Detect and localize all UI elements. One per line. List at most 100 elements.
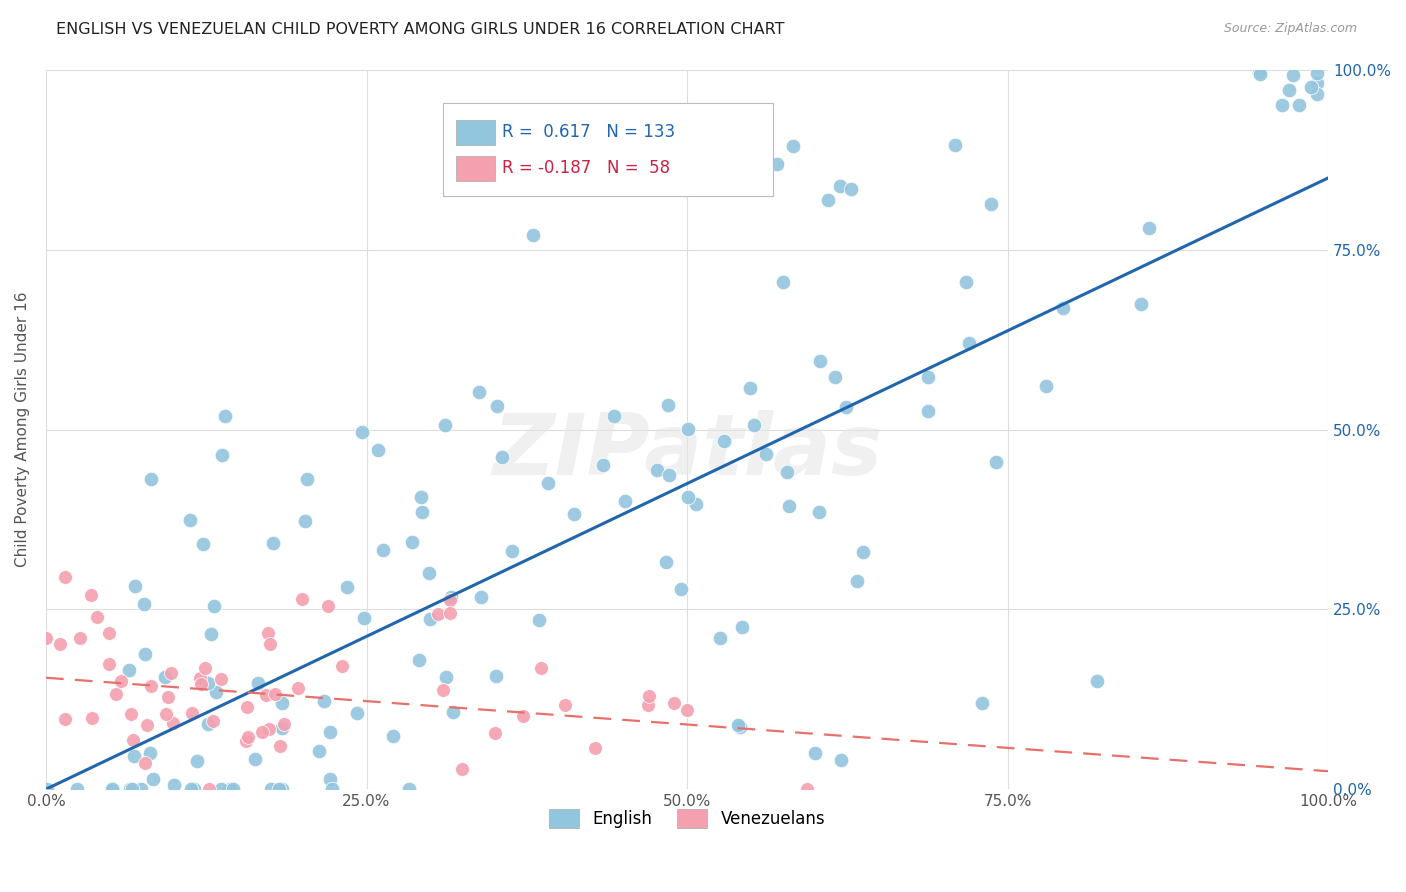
Point xyxy=(269,782,291,797)
Point xyxy=(1306,76,1329,90)
Point xyxy=(1085,674,1108,689)
Point xyxy=(235,733,257,747)
Point xyxy=(440,590,463,604)
Point xyxy=(382,729,405,743)
Point xyxy=(852,545,875,559)
Point xyxy=(439,607,461,621)
Point xyxy=(97,657,120,672)
Point xyxy=(353,610,375,624)
Point xyxy=(418,566,440,580)
Point xyxy=(273,717,295,731)
Point xyxy=(129,782,152,797)
Point xyxy=(122,749,145,764)
Point xyxy=(139,746,162,760)
Point xyxy=(134,597,156,611)
Point xyxy=(426,607,449,622)
Point xyxy=(194,661,217,675)
Point xyxy=(219,782,242,797)
Point xyxy=(98,626,121,640)
Point xyxy=(321,782,343,797)
Point xyxy=(1306,66,1329,80)
Point xyxy=(583,740,606,755)
Point xyxy=(142,772,165,786)
Point xyxy=(202,599,225,614)
Point xyxy=(209,672,232,686)
Point xyxy=(450,763,472,777)
Point xyxy=(319,772,342,786)
Point xyxy=(664,696,686,710)
Point xyxy=(246,675,269,690)
Point xyxy=(316,599,339,613)
Point xyxy=(408,653,430,667)
Point xyxy=(527,613,550,627)
Point xyxy=(841,182,863,196)
Point xyxy=(755,447,778,461)
Point xyxy=(35,631,58,645)
Point xyxy=(530,661,553,675)
Point xyxy=(470,590,492,604)
Point xyxy=(501,544,523,558)
Point xyxy=(1301,80,1323,95)
Point xyxy=(614,493,637,508)
Legend: English, Venezuelans: English, Venezuelans xyxy=(543,803,832,835)
Point xyxy=(830,179,852,194)
Point xyxy=(709,631,731,645)
Point xyxy=(110,673,132,688)
Point xyxy=(180,706,202,720)
Point xyxy=(211,782,233,797)
Point xyxy=(830,754,852,768)
Point xyxy=(243,752,266,766)
Point xyxy=(134,647,156,661)
Point xyxy=(100,782,122,797)
Point xyxy=(970,696,993,710)
Text: ZIPatlas: ZIPatlas xyxy=(492,409,882,492)
Point xyxy=(236,730,259,744)
Point xyxy=(193,536,215,550)
Point xyxy=(346,706,368,720)
Point xyxy=(1306,87,1329,101)
Point xyxy=(86,609,108,624)
Point xyxy=(1035,379,1057,393)
Point xyxy=(728,720,751,734)
Point xyxy=(179,513,201,527)
Point xyxy=(139,472,162,486)
Point xyxy=(264,687,287,701)
Point xyxy=(35,782,58,797)
Point xyxy=(335,580,357,594)
Point xyxy=(205,685,228,699)
Point xyxy=(197,676,219,690)
Point xyxy=(1277,83,1299,97)
Point xyxy=(439,592,461,607)
Point xyxy=(945,138,967,153)
Point xyxy=(294,514,316,528)
Point xyxy=(214,409,236,423)
Point xyxy=(198,782,221,797)
Point xyxy=(772,275,794,289)
Point xyxy=(295,472,318,486)
Point xyxy=(222,782,245,797)
Point xyxy=(824,369,846,384)
Point xyxy=(817,193,839,207)
Point xyxy=(259,637,281,651)
Point xyxy=(765,156,787,170)
Point xyxy=(200,627,222,641)
Point xyxy=(657,398,679,412)
Point xyxy=(197,716,219,731)
Point xyxy=(685,497,707,511)
Point xyxy=(432,683,454,698)
Point xyxy=(419,612,441,626)
Point xyxy=(409,490,432,504)
Point xyxy=(713,434,735,448)
Point xyxy=(1052,301,1074,315)
Text: Source: ZipAtlas.com: Source: ZipAtlas.com xyxy=(1223,22,1357,36)
Point xyxy=(796,782,818,797)
Point xyxy=(637,698,659,713)
Point xyxy=(647,463,669,477)
Point xyxy=(254,689,277,703)
Point xyxy=(676,422,699,436)
Point xyxy=(537,476,560,491)
Point xyxy=(742,417,765,432)
Point xyxy=(433,417,456,432)
Point xyxy=(352,425,374,440)
Point xyxy=(269,739,291,753)
